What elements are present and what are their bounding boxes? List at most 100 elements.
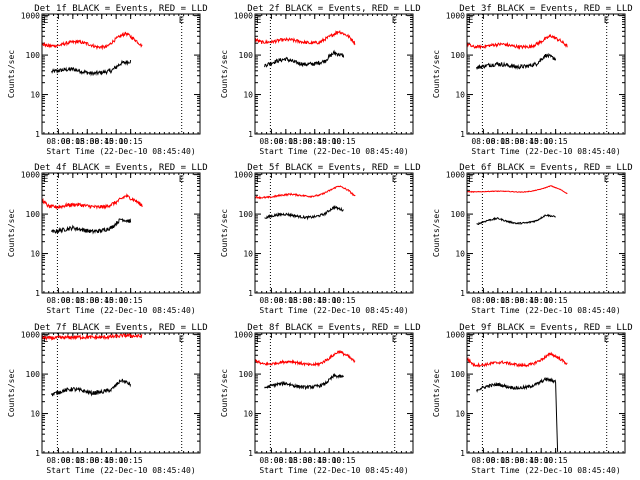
x-axis-label: Start Time (22-Dec-10 08:45:40)	[46, 147, 195, 156]
x-tick-label: 08:30	[500, 137, 524, 146]
x-tick-label: 10:15	[119, 456, 143, 465]
y-axis-label: Counts/sec	[7, 50, 16, 98]
y-tick-label: 10	[243, 91, 253, 100]
x-tick-label: 08:45	[90, 296, 114, 305]
y-tick-label: 10	[455, 410, 465, 419]
x-tick-label: 10:15	[119, 137, 143, 146]
x-tick-label: 08:30	[288, 296, 312, 305]
x-tick-label: 08:30	[288, 456, 312, 465]
e-marker: E	[43, 175, 48, 185]
x-tick-label: 08:45	[90, 456, 114, 465]
x-axis-label: Start Time (22-Dec-10 08:45:40)	[471, 466, 620, 475]
lld-series-line	[254, 350, 356, 368]
x-tick-label: 08:00	[259, 137, 283, 146]
y-tick-label: 10	[243, 250, 253, 259]
x-tick-label: 08:15	[61, 456, 85, 465]
e-marker: E	[256, 16, 261, 26]
x-axis-label: Start Time (22-Dec-10 08:45:40)	[46, 306, 195, 315]
panel-title: Det 2f BLACK = Events, RED = LLD	[247, 4, 420, 14]
x-tick-label: 10:00	[104, 456, 128, 465]
events-series-line	[476, 52, 557, 71]
y-axis-label: Counts/sec	[7, 209, 16, 257]
panel-title: Det 4f BLACK = Events, RED = LLD	[34, 163, 207, 173]
lld-series-line	[41, 31, 143, 51]
e-marker: E	[179, 16, 184, 26]
lld-series-line	[41, 332, 143, 342]
y-tick-label: 1000	[234, 12, 253, 21]
x-tick-label: 08:30	[500, 296, 524, 305]
events-series-line	[264, 372, 344, 391]
plot-frame	[254, 13, 414, 135]
x-axis-label: Start Time (22-Dec-10 08:45:40)	[471, 306, 620, 315]
y-axis-label: Counts/sec	[220, 369, 229, 417]
panel-title: Det 3f BLACK = Events, RED = LLD	[459, 4, 632, 14]
e-marker: E	[468, 175, 473, 185]
y-tick-label: 1	[35, 289, 40, 298]
y-tick-label: 1	[35, 449, 40, 458]
plot-frame	[466, 332, 626, 454]
y-tick-label: 1000	[234, 171, 253, 180]
panel-title: Det 1f BLACK = Events, RED = LLD	[34, 4, 207, 14]
x-tick-label: 08:15	[274, 456, 298, 465]
x-tick-label: 08:45	[515, 296, 539, 305]
y-tick-label: 10	[30, 91, 40, 100]
y-tick-label: 100	[26, 370, 41, 379]
x-tick-label: 08:30	[75, 456, 99, 465]
e-marker: E	[392, 16, 397, 26]
x-tick-label: 08:00	[259, 296, 283, 305]
x-tick-label: 08:00	[46, 456, 70, 465]
y-tick-label: 1000	[446, 171, 465, 180]
y-axis-label: Counts/sec	[432, 209, 441, 257]
e-marker: E	[468, 16, 473, 26]
e-marker: E	[256, 175, 261, 185]
y-tick-label: 1	[248, 130, 253, 139]
e-marker: E	[392, 335, 397, 345]
y-tick-label: 10	[455, 91, 465, 100]
panel-4: Det 4f BLACK = Events, RED = LLD Counts/s…	[7, 163, 208, 315]
y-tick-label: 10	[30, 250, 40, 259]
y-tick-label: 1000	[21, 12, 40, 21]
x-tick-label: 10:15	[332, 137, 356, 146]
x-tick-label: 10:00	[104, 137, 128, 146]
panel-3: Det 3f BLACK = Events, RED = LLD Counts/s…	[432, 4, 633, 156]
x-tick-label: 10:15	[544, 296, 568, 305]
x-axis-label: Start Time (22-Dec-10 08:45:40)	[259, 147, 408, 156]
y-tick-label: 1	[248, 289, 253, 298]
e-marker: E	[604, 16, 609, 26]
x-tick-label: 10:00	[317, 137, 341, 146]
events-series-line	[264, 49, 345, 68]
x-tick-label: 10:00	[529, 137, 553, 146]
panel-title: Det 6f BLACK = Events, RED = LLD	[459, 163, 632, 173]
x-tick-label: 08:45	[515, 456, 539, 465]
events-series-line	[476, 376, 559, 452]
y-axis-label: Counts/sec	[432, 50, 441, 98]
plot-frame	[41, 172, 201, 294]
y-axis-label: Counts/sec	[432, 369, 441, 417]
y-tick-label: 100	[26, 51, 41, 60]
y-tick-label: 1000	[446, 331, 465, 340]
x-tick-label: 08:15	[486, 137, 510, 146]
x-tick-label: 10:15	[332, 456, 356, 465]
y-tick-label: 100	[451, 370, 466, 379]
y-tick-label: 100	[239, 51, 254, 60]
y-tick-label: 100	[239, 370, 254, 379]
events-series-line	[51, 218, 132, 235]
panel-title: Det 9f BLACK = Events, RED = LLD	[459, 323, 632, 333]
x-tick-label: 10:15	[544, 137, 568, 146]
x-tick-label: 08:30	[75, 137, 99, 146]
events-series-line	[51, 59, 132, 77]
y-tick-label: 1000	[21, 171, 40, 180]
plot-frame	[466, 13, 626, 135]
x-tick-label: 10:15	[119, 296, 143, 305]
x-tick-label: 08:00	[471, 456, 495, 465]
lld-series-line	[467, 185, 568, 195]
x-axis-label: Start Time (22-Dec-10 08:45:40)	[46, 466, 195, 475]
x-tick-label: 10:00	[317, 296, 341, 305]
y-tick-label: 100	[26, 210, 41, 219]
x-tick-label: 08:00	[46, 296, 70, 305]
y-tick-label: 10	[455, 250, 465, 259]
y-tick-label: 10	[243, 410, 253, 419]
x-tick-label: 10:00	[104, 296, 128, 305]
plot-frame	[41, 332, 201, 454]
